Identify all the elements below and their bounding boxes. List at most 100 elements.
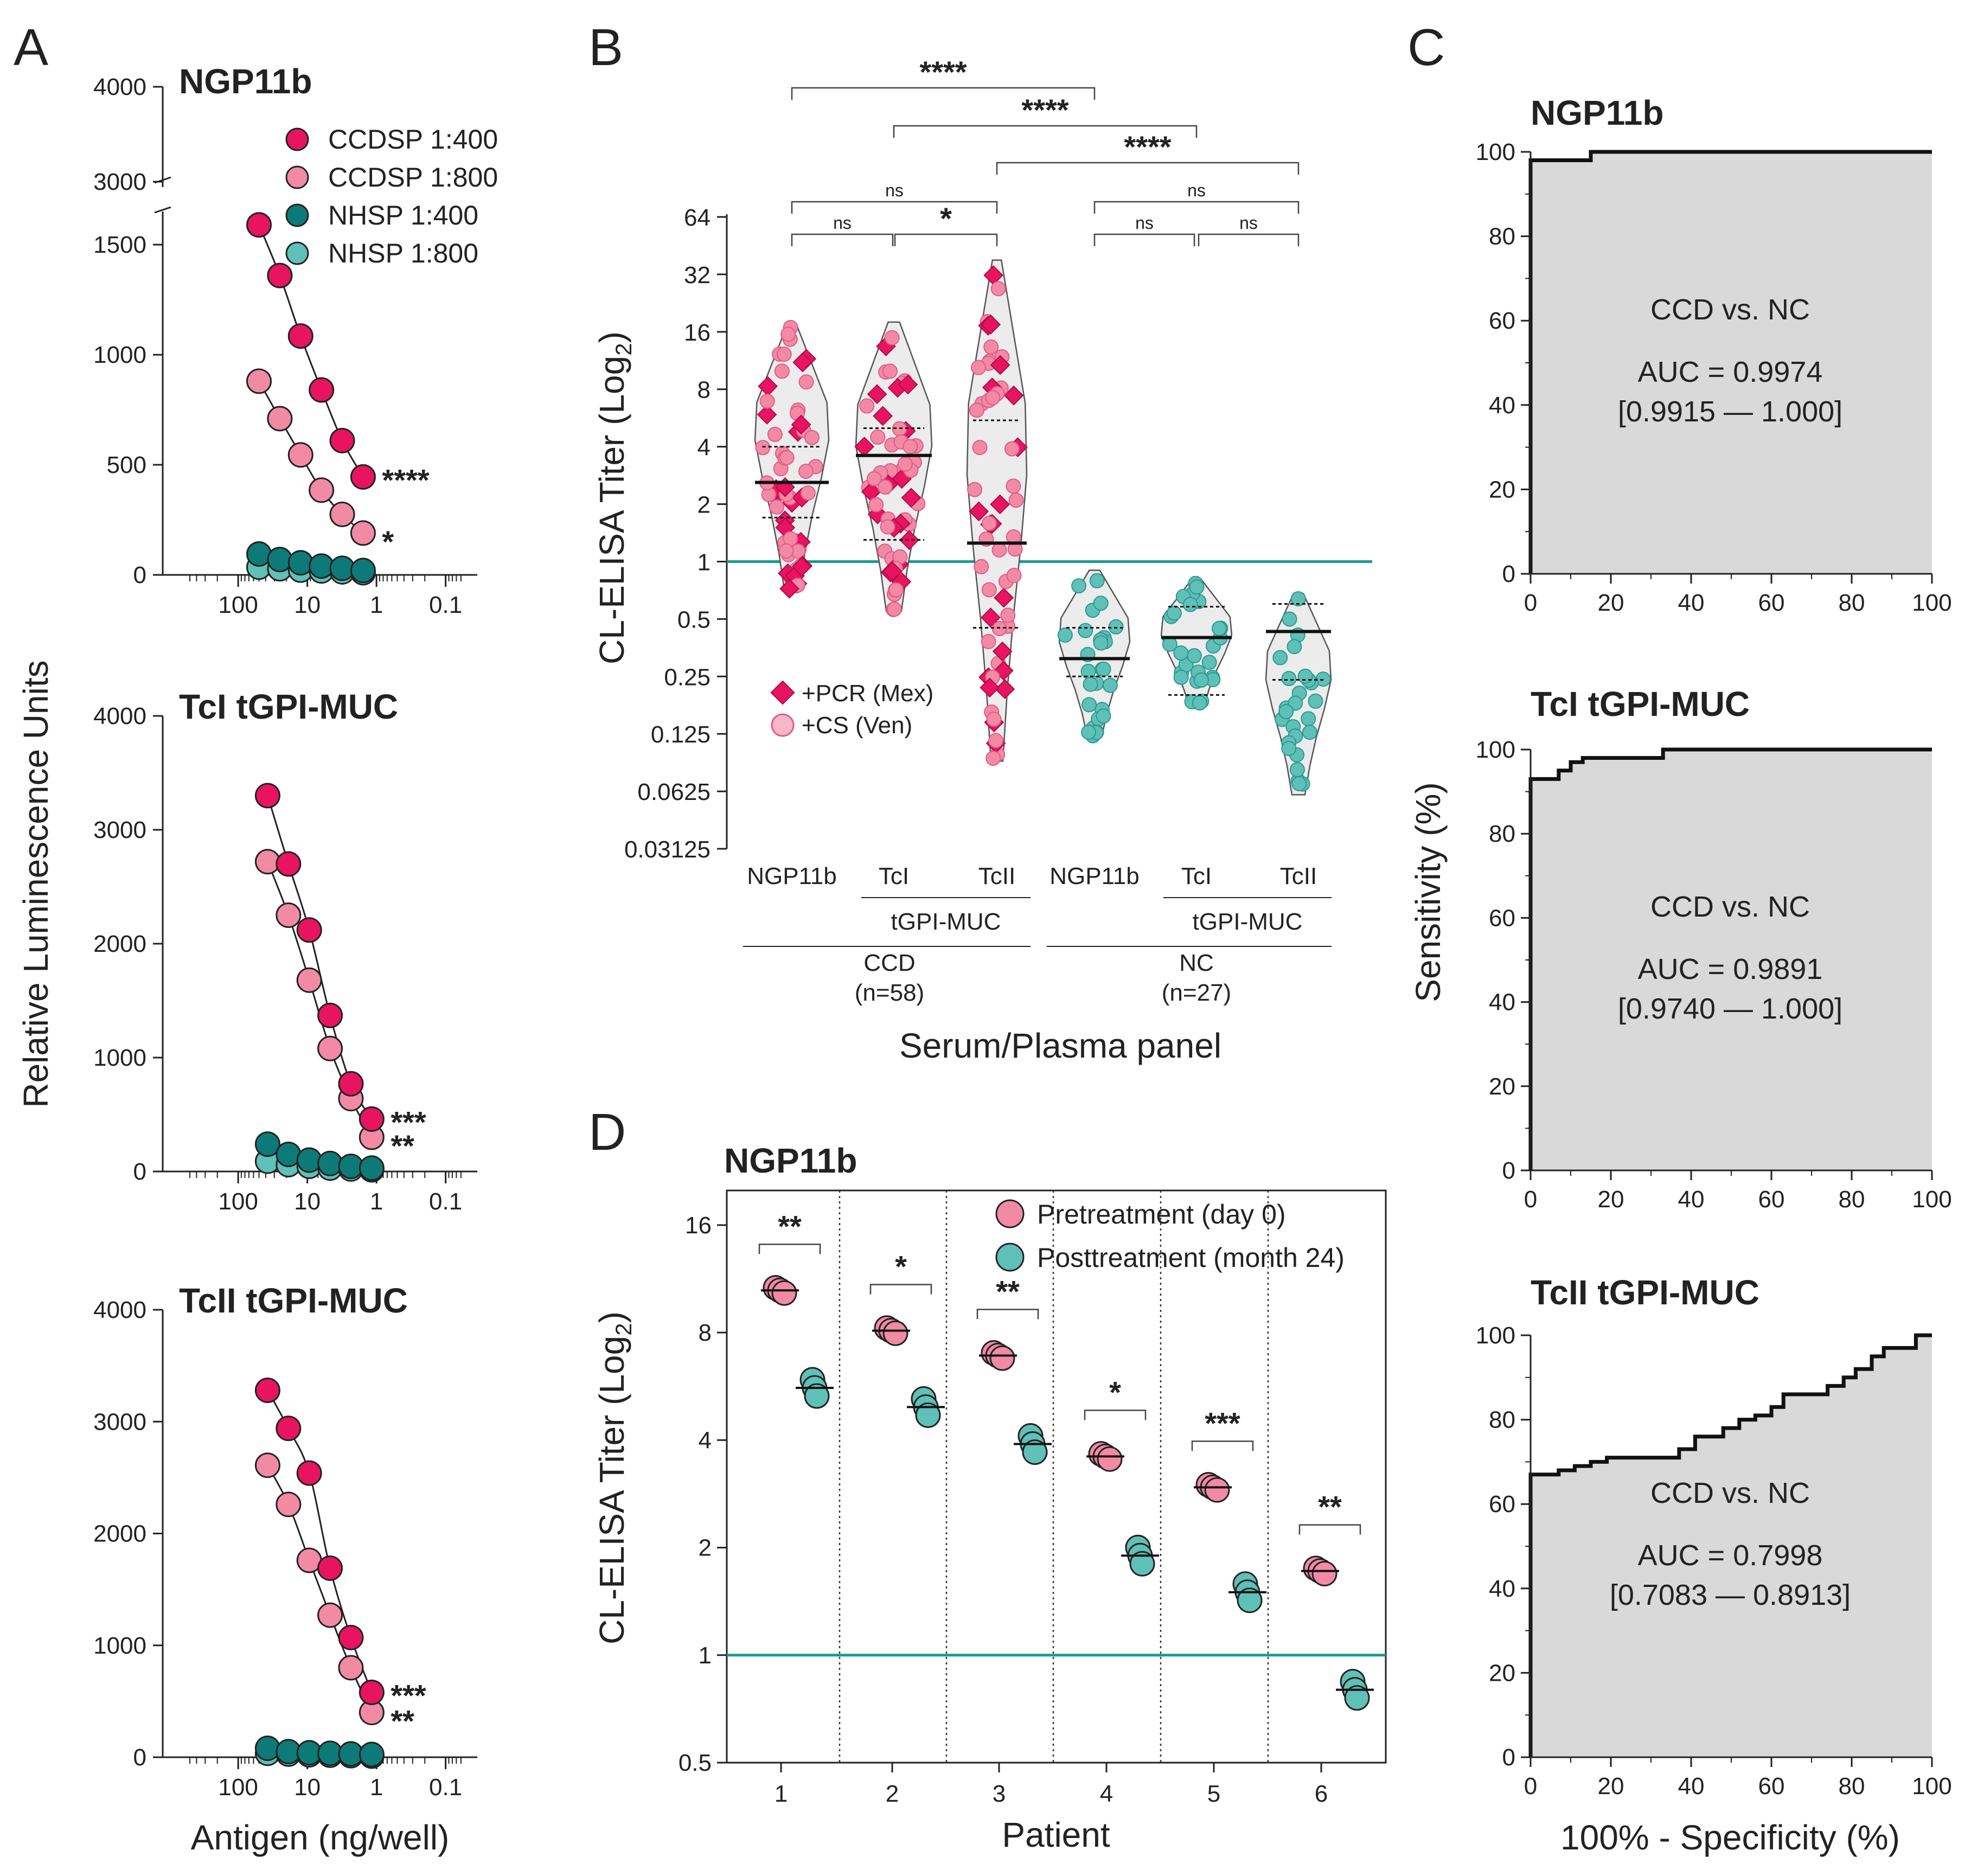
data-point-pcr xyxy=(898,374,918,395)
x-tick-label: 3 xyxy=(993,1781,1006,1807)
data-point xyxy=(246,212,272,238)
data-point xyxy=(276,851,302,877)
roc-area xyxy=(1531,152,1932,574)
data-point xyxy=(317,1602,343,1628)
data-point xyxy=(246,541,272,567)
data-point-pcr xyxy=(1003,385,1024,406)
data-point xyxy=(1308,693,1323,709)
patient-group xyxy=(872,1315,945,1428)
x-tick-label: 20 xyxy=(1598,590,1624,616)
panel-label-b: B xyxy=(588,18,623,76)
significance-label: **** xyxy=(1124,130,1171,164)
patient-group xyxy=(1086,1441,1159,1577)
roc-comparison-label: CCD vs. NC xyxy=(1650,1477,1810,1509)
y-tick-label: 80 xyxy=(1489,1407,1515,1433)
data-point xyxy=(1186,648,1202,664)
significance-label: ** xyxy=(996,1274,1020,1308)
significance-label: ns xyxy=(1187,181,1206,200)
data-point xyxy=(296,1460,322,1486)
y-tick-label: 100 xyxy=(1476,737,1515,763)
y-tick-label: 100 xyxy=(1476,139,1515,165)
data-point-pcr xyxy=(994,587,1014,608)
roc-comparison-label: CCD vs. NC xyxy=(1650,891,1810,923)
data-point xyxy=(985,390,1001,406)
y-tick-label: 40 xyxy=(1489,392,1515,419)
x-tick-label: 100 xyxy=(218,592,258,618)
panel-b-xlabel: Serum/Plasma panel xyxy=(899,1026,1221,1065)
data-point xyxy=(1096,708,1111,724)
y-tick-label: 16 xyxy=(685,1212,712,1239)
data-point-post xyxy=(915,1402,941,1428)
y-tick-label: 1 xyxy=(699,1642,712,1669)
data-point xyxy=(1281,671,1297,687)
y-tick-label: 1 xyxy=(697,549,711,575)
data-point-post xyxy=(1344,1685,1370,1711)
data-point xyxy=(1272,650,1288,665)
y-tick-label: 100 xyxy=(1476,1322,1515,1349)
panel-d-ylabel-main: CL-ELISA Titer (Log xyxy=(592,1336,631,1644)
panel-b: 64 32 16 8 4 2 1 0.5 0.25 0.125 0.0625 0.03125 NGP11… xyxy=(624,55,1372,1006)
y-tick-label: 0 xyxy=(133,1744,146,1771)
data-point xyxy=(267,406,293,432)
data-point xyxy=(769,499,784,515)
category-label: TcI xyxy=(1181,863,1212,889)
data-point xyxy=(254,1452,280,1478)
data-point xyxy=(276,1416,302,1442)
data-point xyxy=(329,427,355,453)
significance-mark: *** xyxy=(391,1678,426,1712)
y-tick-label: 8 xyxy=(699,1320,712,1346)
roc-chart-3: TcII tGPI-MUC 00 20 20 40 40 60 60 80 80 100 100 CCD… xyxy=(1476,1273,1952,1800)
roc-auc-ci: [0.9915 — 1.000] xyxy=(1618,395,1842,428)
panel-b-ylabel-main: CL-ELISA Titer (Log xyxy=(592,356,631,664)
category-label: TcII xyxy=(978,863,1015,889)
data-point xyxy=(774,363,790,379)
data-point xyxy=(254,1131,280,1157)
legend-label-nhsp-800: NHSP 1:800 xyxy=(328,238,478,268)
data-point xyxy=(1192,695,1207,711)
y-tick-label: 8 xyxy=(697,377,711,404)
panel-a-chart-title: TcII tGPI-MUC xyxy=(179,1281,408,1320)
data-point xyxy=(866,471,882,486)
y-tick-label: 0 xyxy=(133,1158,146,1185)
legend-label-ccdsp-400: CCDSP 1:400 xyxy=(328,124,498,155)
x-tick-label: 20 xyxy=(1598,1186,1624,1213)
panel-label-a: A xyxy=(14,18,48,76)
axis-break-mark xyxy=(154,206,171,214)
data-point xyxy=(780,326,796,342)
data-point-pcr xyxy=(779,579,799,599)
data-point xyxy=(1289,762,1305,778)
y-tick-label: 0.125 xyxy=(651,721,711,748)
x-tick-label: 0 xyxy=(1524,590,1537,616)
x-tick-label: 100 xyxy=(218,1188,258,1215)
x-tick-label: 0.1 xyxy=(429,592,462,618)
significance-label: ns xyxy=(833,213,852,233)
data-point-pcr xyxy=(791,556,812,577)
data-point xyxy=(1278,704,1294,720)
significance-mark: **** xyxy=(382,463,429,497)
y-tick-label: 2000 xyxy=(93,1521,146,1547)
x-tick-label: 40 xyxy=(1678,1186,1705,1213)
data-point xyxy=(359,1106,385,1132)
data-point xyxy=(1057,628,1073,643)
x-tick-label: 20 xyxy=(1598,1773,1624,1800)
roc-comparison-label: CCD vs. NC xyxy=(1650,293,1810,326)
legend-marker-ccdsp-800 xyxy=(285,165,309,189)
significance-label: ** xyxy=(1318,1490,1342,1524)
data-point-pre xyxy=(771,1280,797,1306)
group-n-nc: (n=27) xyxy=(1162,979,1231,1006)
x-tick-label: 40 xyxy=(1678,590,1705,616)
x-tick-label: 100 xyxy=(218,1774,258,1801)
x-tick-label: 80 xyxy=(1839,1186,1865,1213)
y-tick-label: 500 xyxy=(107,452,146,478)
data-point xyxy=(1078,623,1093,638)
data-point xyxy=(350,558,376,584)
x-tick-label: 2 xyxy=(886,1781,899,1807)
y-tick-label: 2000 xyxy=(93,931,146,957)
axis-break-mark xyxy=(154,176,171,184)
data-point xyxy=(800,485,816,501)
significance-bracket xyxy=(1198,233,1300,246)
panel-d-ylabel-close: ) xyxy=(592,1311,631,1323)
